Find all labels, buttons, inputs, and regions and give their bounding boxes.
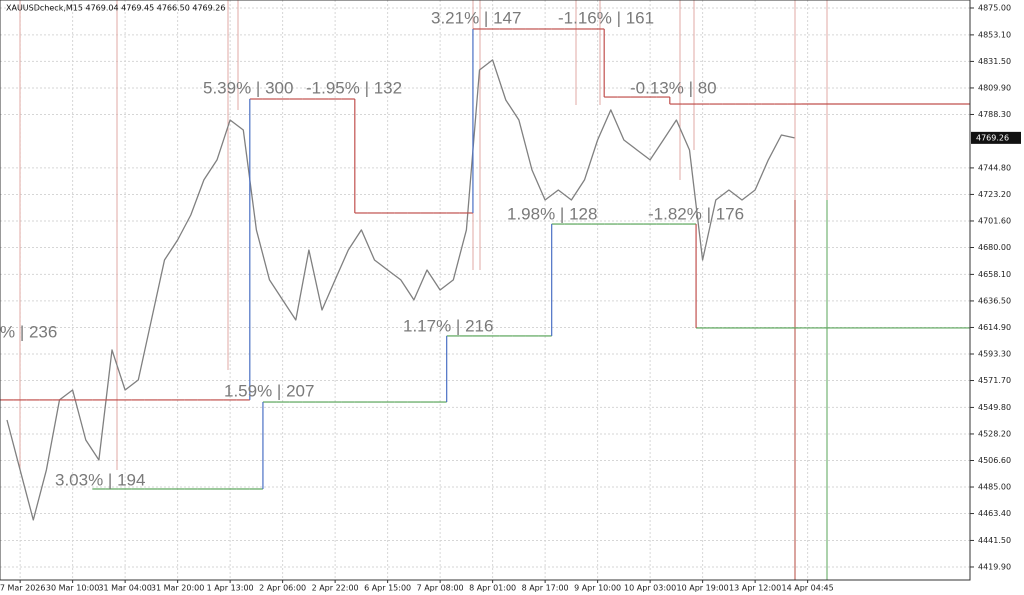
y-tick-label: 4875.00 <box>978 3 1011 12</box>
x-tick-label: 9 Apr 10:00 <box>574 584 621 593</box>
x-tick-label: 27 Mar 2026 <box>0 584 45 593</box>
x-tick-label: 30 Mar 10:00 <box>46 584 99 593</box>
x-tick-label: 14 Apr 04:45 <box>782 584 834 593</box>
y-tick-label: 4485.00 <box>978 483 1011 492</box>
last-price-label: 4769.26 <box>976 133 1009 142</box>
annotation: % | 236 <box>0 322 57 341</box>
y-tick-label: 4549.80 <box>978 403 1011 412</box>
y-tick-label: 4593.30 <box>978 349 1011 358</box>
grid <box>0 0 970 580</box>
x-tick-label: 10 Apr 03:00 <box>624 584 676 593</box>
x-tick-label: 2 Apr 22:00 <box>312 584 359 593</box>
annotation: 1.59% | 207 <box>224 381 314 400</box>
annotation: -1.95% | 132 <box>306 78 402 97</box>
y-tick-label: 4614.90 <box>978 323 1011 332</box>
y-tick-label: 4853.10 <box>978 30 1011 39</box>
chart-subtitle: XAUUSDcheck,M15 4769.04 4769.45 4766.50 … <box>6 4 225 13</box>
y-tick-label: 4463.40 <box>978 509 1011 518</box>
annotation: 1.17% | 216 <box>403 316 493 335</box>
x-tick-label: 8 Apr 01:00 <box>469 584 516 593</box>
y-tick-label: 4723.20 <box>978 190 1011 199</box>
plot <box>0 28 970 521</box>
x-tick-label: 31 Mar 04:00 <box>98 584 151 593</box>
y-tick-label: 4680.00 <box>978 243 1011 252</box>
y-tick-label: 4831.50 <box>978 57 1011 66</box>
plot-frame <box>0 0 971 581</box>
annotation: 3.21% | 147 <box>431 8 521 27</box>
marker-lines <box>19 0 828 580</box>
annotation: -1.16% | 161 <box>558 8 654 27</box>
y-tick-label: 4701.60 <box>978 216 1011 225</box>
x-tick-label: 6 Apr 15:00 <box>364 584 411 593</box>
x-tick-label: 2 Apr 06:00 <box>259 584 306 593</box>
y-tick-label: 4528.20 <box>978 429 1011 438</box>
annotations: % | 236 5.39% | 300 -1.95% | 132 3.21% | 14… <box>0 8 744 489</box>
y-tick-label: 4788.30 <box>978 110 1011 119</box>
annotation: -1.82% | 176 <box>648 204 744 223</box>
y-tick-label: 4441.50 <box>978 536 1011 545</box>
y-tick-label: 4419.90 <box>978 562 1011 571</box>
x-tick-label: 7 Apr 08:00 <box>417 584 464 593</box>
annotation: 3.03% | 194 <box>55 470 145 489</box>
y-tick-label: 4658.10 <box>978 270 1011 279</box>
y-tick-label: 4744.80 <box>978 163 1011 172</box>
annotation: 5.39% | 300 <box>203 78 293 97</box>
annotation: -0.13% | 80 <box>630 78 717 97</box>
y-tick-label: 4506.60 <box>978 456 1011 465</box>
x-tick-label: 1 Apr 13:00 <box>207 584 254 593</box>
x-tick-label: 31 Mar 20:00 <box>151 584 204 593</box>
x-tick-label: 10 Apr 19:00 <box>677 584 729 593</box>
last-price-box <box>971 131 1021 144</box>
y-tick-label: 4636.50 <box>978 296 1011 305</box>
x-tick-label: 13 Apr 12:00 <box>729 584 781 593</box>
y-tick-label: 4571.70 <box>978 376 1011 385</box>
annotation: 1.98% | 128 <box>507 204 597 223</box>
x-tick-label: 8 Apr 17:00 <box>522 584 569 593</box>
price-line <box>6 59 795 521</box>
y-tick-label: 4809.90 <box>978 83 1011 92</box>
